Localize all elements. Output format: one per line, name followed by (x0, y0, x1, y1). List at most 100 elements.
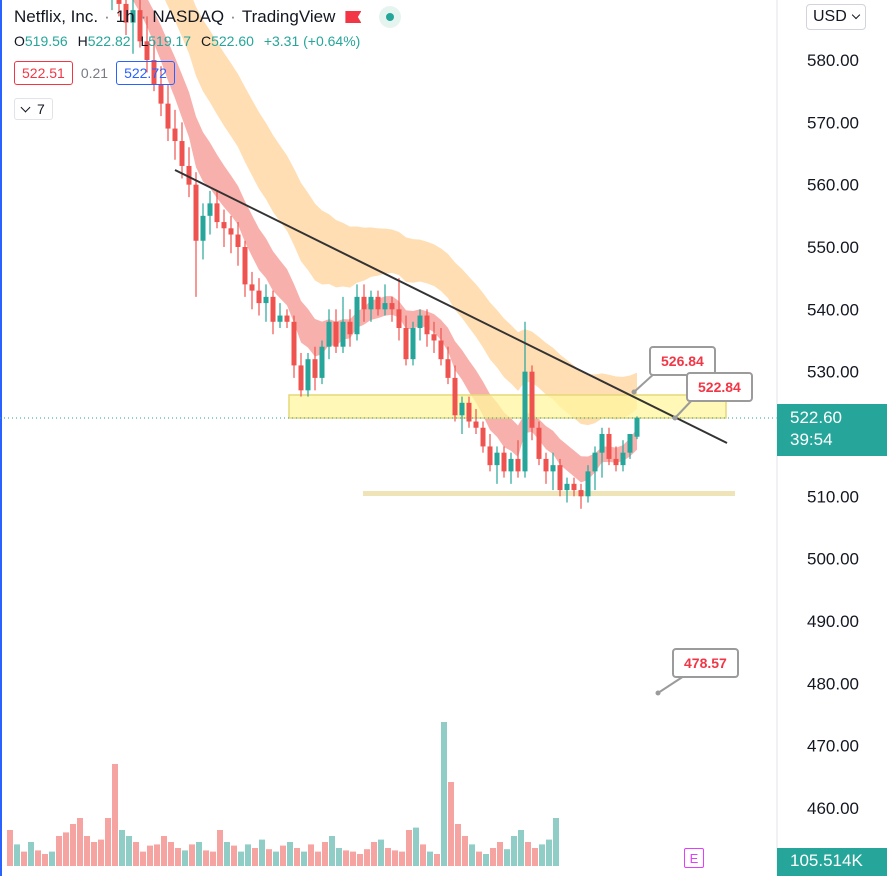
candle-body (228, 228, 234, 235)
indicators-toggle-button[interactable]: 7 (14, 98, 53, 120)
currency-label: USD (813, 8, 847, 25)
spread-value: 0.21 (80, 65, 109, 81)
volume-bar (301, 851, 307, 866)
ohlc-values: O519.56 H522.82 L519.17 C522.60 +3.31 (+… (14, 33, 366, 49)
volume-bar (266, 849, 272, 866)
last-price-label: 522.60 39:54 (777, 404, 887, 456)
volume-bar (126, 836, 132, 866)
price-callout-3[interactable]: 478.57 (672, 648, 739, 678)
symbol-name[interactable]: Netflix, Inc. (14, 7, 99, 26)
candle-body (585, 471, 591, 497)
candle-body (452, 377, 458, 416)
chevron-down-icon (851, 10, 861, 20)
candle-body (396, 309, 402, 329)
candle-body (403, 328, 409, 360)
price-callout-2[interactable]: 522.84 (686, 372, 753, 402)
resistance-zone[interactable] (288, 394, 727, 419)
volume-bar (539, 844, 545, 866)
candle-body (459, 402, 465, 416)
candle-body (410, 328, 416, 360)
candle-body (347, 321, 353, 335)
bid-button[interactable]: 522.51 (14, 61, 73, 85)
volume-bar (49, 851, 55, 866)
candle-body (242, 246, 248, 285)
candle-body (298, 365, 304, 391)
y-tick-label: 510.00 (807, 487, 859, 506)
volume-bar (364, 849, 370, 866)
candle-body (606, 433, 612, 459)
volume-bar (553, 818, 559, 866)
candle-body (158, 84, 164, 104)
market-open-icon (379, 6, 402, 28)
candle-body (417, 315, 423, 329)
candle-body (116, 0, 122, 4)
candle-body (165, 103, 171, 129)
candle-body (326, 321, 332, 347)
y-tick-label: 540.00 (807, 300, 859, 319)
last-price: 522.60 (790, 408, 842, 427)
volume-bars (7, 722, 559, 866)
candle-body (200, 215, 206, 241)
volume-bar (84, 836, 90, 866)
price-callout-1[interactable]: 526.84 (649, 346, 716, 376)
candle-body (284, 315, 290, 322)
price-axis[interactable]: 580.00 570.00 560.00 550.00 540.00 530.00 510.… (807, 51, 859, 818)
volume-bar (336, 848, 342, 866)
volume-bar (196, 842, 202, 866)
candle-body (291, 321, 297, 366)
callout-anchor-3 (655, 690, 661, 696)
y-tick-label: 500.00 (807, 550, 859, 569)
candle-body (305, 359, 311, 391)
volume-bar (112, 764, 118, 866)
volume-bar (203, 850, 209, 866)
exchange: NASDAQ (152, 7, 225, 26)
volume-bar (189, 844, 195, 866)
high-label: H (77, 33, 88, 49)
candle-body (550, 465, 556, 472)
volume-bar (483, 854, 489, 866)
volume-bar (14, 844, 20, 866)
volume-bar (532, 848, 538, 866)
candle-body (130, 10, 136, 23)
volume-bar (182, 850, 188, 866)
volume-bar (105, 818, 111, 866)
volume-bar (413, 827, 419, 866)
candle-body (361, 296, 367, 310)
candle-body (375, 296, 381, 310)
candle-body (508, 458, 514, 472)
y-tick-label: 550.00 (807, 238, 859, 257)
candle-body (438, 340, 444, 360)
volume-bar (350, 851, 356, 866)
candle-body (186, 165, 192, 185)
volume-bar (133, 842, 139, 866)
earnings-icon[interactable]: E (684, 848, 704, 868)
volume-bar (343, 850, 349, 866)
open-value: 519.56 (24, 33, 68, 49)
volume-bar (525, 842, 531, 866)
flag-icon[interactable] (345, 11, 361, 23)
volume-bar (490, 848, 496, 866)
symbol-legend[interactable]: Netflix, Inc. · 1h · NASDAQ · TradingVie… (14, 6, 402, 28)
currency-select[interactable]: USD (806, 4, 866, 30)
volume-bar (56, 836, 62, 866)
support-zone[interactable] (363, 491, 735, 496)
volume-bar (476, 851, 482, 866)
ask-button[interactable]: 522.72 (116, 61, 175, 85)
volume-bar (224, 842, 230, 866)
price-change: +3.31 (+0.64%) (263, 33, 361, 49)
volume-bar (420, 844, 426, 866)
candle-body (501, 452, 507, 472)
y-tick-label: 490.00 (807, 612, 859, 631)
callout-anchor-1 (631, 389, 637, 395)
y-tick-label: 580.00 (807, 51, 859, 70)
y-tick-label: 570.00 (807, 113, 859, 132)
candle-body (536, 427, 542, 459)
volume-bar (252, 848, 258, 866)
low-value: 519.17 (148, 33, 192, 49)
interval[interactable]: 1h (115, 7, 135, 26)
candle-body (123, 3, 129, 23)
trendline[interactable] (174, 169, 728, 444)
candle-body (312, 359, 318, 378)
open-label: O (14, 33, 25, 49)
